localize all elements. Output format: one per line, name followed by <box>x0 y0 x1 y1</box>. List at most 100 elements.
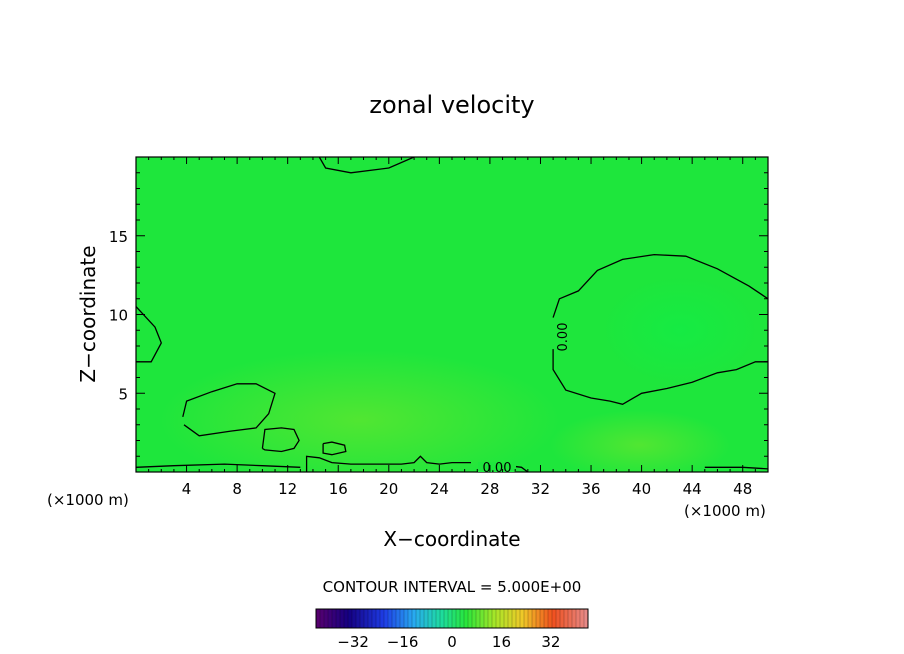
colorbar-swatch <box>484 609 489 628</box>
colorbar-swatch <box>532 609 537 628</box>
colorbar-swatch <box>436 609 441 628</box>
y-axis-label: Z−coordinate <box>76 245 100 382</box>
colorbar-swatch <box>400 609 405 628</box>
colorbar-swatch <box>524 609 529 628</box>
x-tick-label: 36 <box>581 480 600 498</box>
colorbar-swatch <box>396 609 401 628</box>
x-tick-label: 32 <box>531 480 550 498</box>
colorbar-swatch <box>476 609 481 628</box>
colorbar-swatch <box>376 609 381 628</box>
x-tick-label: 12 <box>278 480 297 498</box>
cool-anomaly-right <box>600 275 760 385</box>
colorbar-swatch <box>372 609 377 628</box>
colorbar-swatch <box>548 609 553 628</box>
colorbar-swatch <box>504 609 509 628</box>
colorbar-swatch <box>540 609 545 628</box>
colorbar-swatch <box>316 609 321 628</box>
colorbar-swatch <box>560 609 565 628</box>
contour-line <box>552 349 768 405</box>
colorbar-swatch <box>412 609 417 628</box>
colorbar-swatch <box>456 609 461 628</box>
colorbar-swatch <box>352 609 357 628</box>
colorbar-swatch <box>424 609 429 628</box>
x-axis-label: X−coordinate <box>383 527 520 551</box>
plot-field <box>136 157 768 472</box>
contour-line <box>318 157 415 174</box>
contour-line <box>136 463 301 468</box>
colorbar-swatch <box>428 609 433 628</box>
y-axis-ticks: 5 10 15 <box>109 172 768 457</box>
colorbar-swatch <box>444 609 449 628</box>
x-unit-right: (×1000 m) <box>684 502 766 520</box>
y-tick-label: 5 <box>118 385 128 403</box>
colorbar-frame <box>315 608 589 629</box>
colorbar-swatch <box>392 609 397 628</box>
x-tick-label: 28 <box>480 480 499 498</box>
contour-line <box>322 441 347 456</box>
x-tick-label: 44 <box>683 480 702 498</box>
colorbar-swatch <box>324 609 329 628</box>
colorbar-swatch <box>528 609 533 628</box>
colorbar-tick-label: −16 <box>387 633 419 651</box>
colorbar-swatch <box>360 609 365 628</box>
colorbar-swatch <box>340 609 345 628</box>
x-tick-label: 24 <box>430 480 449 498</box>
x-tick-label: 4 <box>182 480 192 498</box>
colorbar-swatch <box>344 609 349 628</box>
warm-anomaly-center <box>160 350 560 472</box>
colorbar-swatch <box>480 609 485 628</box>
contour-line <box>136 306 163 363</box>
colorbar-swatch <box>368 609 373 628</box>
x-tick-label: 40 <box>632 480 651 498</box>
colorbar-swatch <box>336 609 341 628</box>
colorbar-tick-label: 16 <box>492 633 511 651</box>
warm-anomaly-bottom-right <box>550 410 730 472</box>
colorbar-swatch <box>356 609 361 628</box>
colorbar-swatch <box>404 609 409 628</box>
contour-label-background <box>478 462 516 472</box>
colorbar-swatch <box>472 609 477 628</box>
colorbar-swatch <box>464 609 469 628</box>
contour-label-right: 0.00 <box>556 323 571 352</box>
colorbar-swatch <box>564 609 569 628</box>
colorbar-swatch <box>468 609 473 628</box>
colorbar-swatch <box>568 609 573 628</box>
colorbar-swatch <box>416 609 421 628</box>
colorbar-swatch <box>364 609 369 628</box>
colorbar-tick-label: 32 <box>541 633 560 651</box>
colorbar-swatch <box>500 609 505 628</box>
colorbar-swatch <box>384 609 389 628</box>
y-tick-label: 10 <box>109 307 128 325</box>
colorbar-swatch <box>556 609 561 628</box>
colorbar-swatch <box>520 609 525 628</box>
colorbar-swatch <box>508 609 513 628</box>
colorbar-swatch <box>516 609 521 628</box>
colorbar-swatch <box>576 609 581 628</box>
colorbar-swatch <box>492 609 497 628</box>
x-tick-label: 20 <box>379 480 398 498</box>
colorbar-swatch <box>496 609 501 628</box>
colorbar-swatch <box>572 609 577 628</box>
colorbar-swatch <box>440 609 445 628</box>
colorbar-swatch <box>432 609 437 628</box>
contour-line <box>261 427 300 453</box>
contour-line <box>305 455 471 472</box>
colorbar-tick-label: 0 <box>447 633 457 651</box>
x-axis-ticks: 4 8 12 16 20 24 28 32 36 40 44 48 <box>148 157 756 498</box>
contour-line <box>552 253 768 318</box>
colorbar-swatch <box>448 609 453 628</box>
colorbar-swatch <box>584 609 589 628</box>
x-unit-left: (×1000 m) <box>47 491 129 509</box>
x-tick-label: 8 <box>232 480 242 498</box>
x-tick-label: 16 <box>329 480 348 498</box>
colorbar-swatch <box>380 609 385 628</box>
colorbar-swatch <box>320 609 325 628</box>
chart-title: zonal velocity <box>369 91 534 119</box>
contour-lines <box>136 157 768 472</box>
colorbar-swatch <box>544 609 549 628</box>
colorbar-swatch <box>328 609 333 628</box>
colorbar-swatch <box>408 609 413 628</box>
colorbar-swatch <box>388 609 393 628</box>
y-tick-label: 15 <box>109 228 128 246</box>
